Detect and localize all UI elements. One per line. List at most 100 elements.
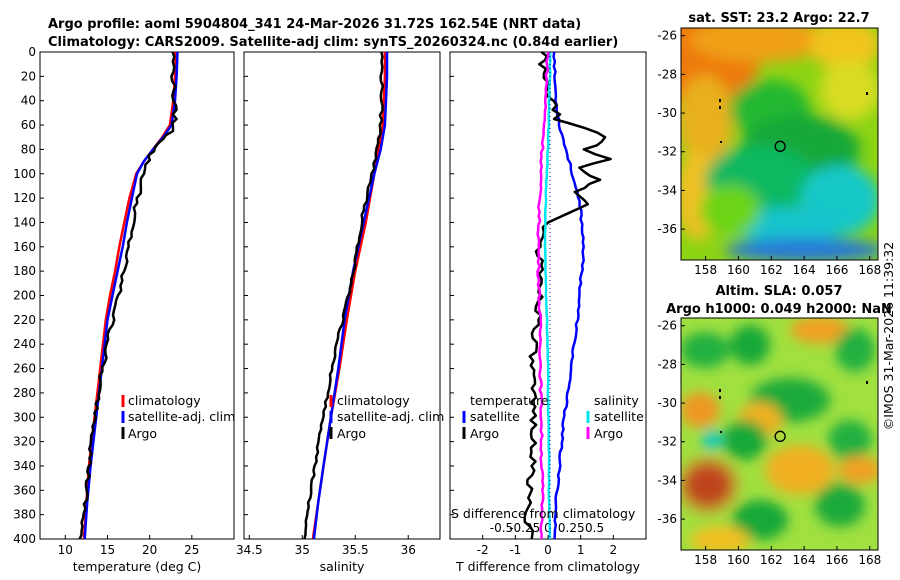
t-difference-label: T difference from climatology (455, 559, 641, 574)
ytick-label: 400 (13, 532, 36, 546)
xtick-label: 1 (577, 543, 585, 557)
series-line-argo (303, 51, 385, 540)
sst-float-marker (719, 106, 721, 109)
legend-header-salinity: salinity (594, 393, 639, 408)
ytick-label: 220 (13, 313, 36, 327)
xtick-label: 10 (58, 543, 73, 557)
header-title-line1: Argo profile: aoml 5904804_341 24-Mar-20… (48, 17, 581, 32)
legend-header-temperature: temperature (470, 393, 549, 408)
map-xtick-label: 166 (826, 263, 849, 277)
xtick-label: 20 (142, 543, 157, 557)
s-difference-label: S difference from climatology (451, 506, 636, 521)
ytick-label: 0 (28, 45, 36, 59)
map-xtick-label: 164 (793, 553, 816, 567)
ytick-label: 240 (13, 337, 36, 351)
sla-map-field (681, 318, 878, 550)
sla-map: Altim. SLA: 0.057 Argo h1000: 0.049 h200… (657, 284, 891, 567)
map-xtick-label: 168 (858, 263, 881, 277)
legend-label-satellite: satellite-adj. clim (128, 409, 235, 424)
xtick-label: 25 (184, 543, 199, 557)
map-ytick-label: -34 (657, 473, 677, 487)
series-line-satellite-adj-clim (312, 52, 389, 540)
legend-label-argo: Argo (337, 426, 366, 441)
xtick-label: 15 (100, 543, 115, 557)
series-line-salinity-argo (536, 51, 550, 540)
map-ytick-label: -32 (657, 145, 677, 159)
legend-label-s-argo: Argo (594, 426, 623, 441)
xtick-label: 0 (544, 543, 552, 557)
s-tick-label: 0.5 (585, 521, 604, 535)
ytick-label: 80 (21, 142, 36, 156)
series-line-temperature-argo (523, 51, 612, 540)
temperature-panel: 0 20 40 60 80 100 120 140 160 180 200 220 240 260 280 3… (13, 45, 235, 574)
map-xtick-label: 166 (826, 553, 849, 567)
difference-legend: temperature salinity satellite Argo sate… (462, 393, 644, 441)
ytick-label: 60 (21, 118, 36, 132)
ytick-label: 120 (13, 191, 36, 205)
sla-map-frame (680, 317, 879, 551)
sst-profile-location-marker (774, 140, 786, 152)
map-ytick-label: -32 (657, 435, 677, 449)
xtick-label: 34.5 (236, 543, 263, 557)
sla-map-subtitle: Argo h1000: 0.049 h2000: NaN (666, 302, 892, 317)
ytick-label: 380 (13, 508, 36, 522)
ytick-label: 20 (21, 69, 36, 83)
ytick-label: 280 (13, 386, 36, 400)
sla-float-marker (719, 389, 721, 392)
salinity-panel: 34.5 35 35.5 36 climatology satellite-adj. … (236, 51, 444, 574)
sla-float-marker (866, 381, 868, 384)
salinity-legend: climatology satellite-adj. clim Argo (329, 393, 444, 441)
legend-label-satellite: satellite-adj. clim (337, 409, 444, 424)
s-tick-label: 0.25 (558, 521, 585, 535)
salinity-xlabel: salinity (320, 559, 365, 574)
map-xtick-label: 164 (793, 263, 816, 277)
map-xtick-label: 158 (694, 263, 717, 277)
sst-map-field (681, 28, 878, 260)
temperature-legend: climatology satellite-adj. clim Argo (121, 393, 235, 441)
map-xtick-label: 162 (760, 553, 783, 567)
ytick-label: 200 (13, 289, 36, 303)
ytick-label: 360 (13, 483, 36, 497)
ytick-label: 180 (13, 264, 36, 278)
legend-label-t-satellite: satellite (470, 409, 520, 424)
ytick-label: 160 (13, 240, 36, 254)
ytick-label: 340 (13, 459, 36, 473)
sla-float-marker (720, 431, 722, 433)
ytick-label: 300 (13, 410, 36, 424)
map-ytick-label: -26 (657, 29, 677, 43)
sst-float-marker (719, 99, 721, 102)
sla-map-title: Altim. SLA: 0.057 (716, 284, 843, 299)
map-ytick-label: -30 (657, 106, 677, 120)
xtick-label: 35.5 (342, 543, 369, 557)
legend-label-climatology: climatology (337, 393, 410, 408)
series-line-argo (78, 51, 178, 540)
map-xtick-label: 160 (727, 553, 750, 567)
map-xtick-label: 160 (727, 263, 750, 277)
xtick-label: -2 (477, 543, 489, 557)
map-xtick-label: 158 (694, 553, 717, 567)
xtick-label: 36 (401, 543, 416, 557)
difference-panel: -2 -1 0 1 2-0.5-0.25 0 0.25 0.5 temperature sal… (449, 51, 647, 574)
sla-float-marker (719, 396, 721, 399)
series-line-salinity-satellite (543, 52, 552, 540)
ytick-label: 320 (13, 435, 36, 449)
temperature-xlabel: temperature (deg C) (73, 559, 202, 574)
s-tick-label: -0.5 (490, 521, 513, 535)
series-line-satellite-adj-clim (83, 51, 179, 540)
legend-label-argo: Argo (128, 426, 157, 441)
legend-label-climatology: climatology (128, 393, 201, 408)
sst-map-frame (680, 27, 879, 261)
sst-float-marker (720, 141, 722, 143)
xtick-label: -1 (509, 543, 521, 557)
legend-label-t-argo: Argo (470, 426, 499, 441)
ytick-label: 40 (21, 94, 36, 108)
map-xtick-label: 168 (858, 553, 881, 567)
map-ytick-label: -36 (657, 222, 677, 236)
ytick-label: 260 (13, 362, 36, 376)
map-ytick-label: -36 (657, 512, 677, 526)
series-line-climatology (82, 51, 178, 540)
header-title-line2: Climatology: CARS2009. Satellite-adj cli… (48, 35, 618, 50)
map-ytick-label: -30 (657, 396, 677, 410)
map-ytick-label: -28 (657, 67, 677, 81)
